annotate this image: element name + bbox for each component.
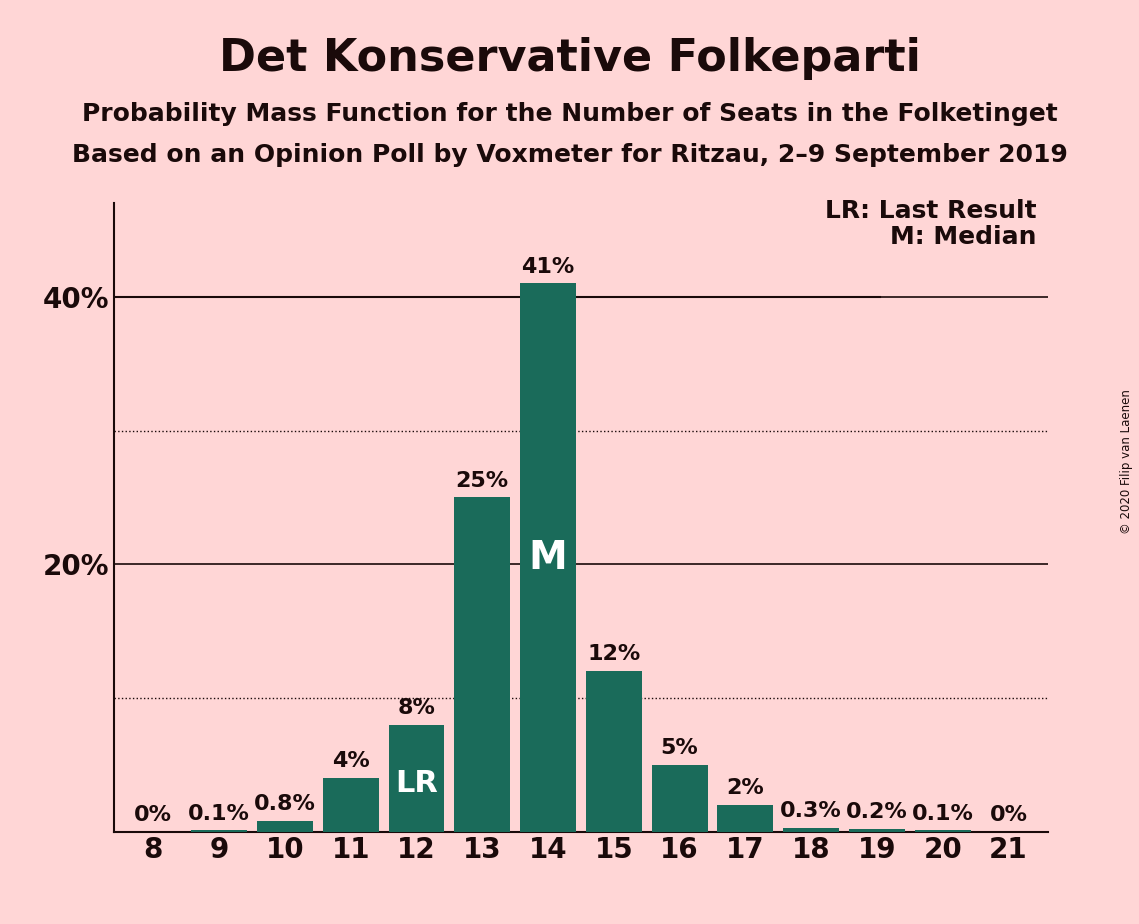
- Bar: [652, 765, 707, 832]
- Bar: [849, 829, 904, 832]
- Text: Det Konservative Folkeparti: Det Konservative Folkeparti: [219, 37, 920, 80]
- Bar: [718, 805, 773, 832]
- Text: Based on an Opinion Poll by Voxmeter for Ritzau, 2–9 September 2019: Based on an Opinion Poll by Voxmeter for…: [72, 143, 1067, 167]
- Text: 0.1%: 0.1%: [188, 804, 251, 823]
- Text: 2%: 2%: [727, 778, 764, 798]
- Text: M: M: [528, 539, 567, 577]
- Bar: [257, 821, 313, 832]
- Bar: [322, 778, 378, 832]
- Text: 0.8%: 0.8%: [254, 795, 316, 814]
- Bar: [454, 497, 510, 832]
- Text: 25%: 25%: [456, 470, 509, 491]
- Text: 0%: 0%: [134, 805, 172, 825]
- Text: 4%: 4%: [331, 751, 369, 772]
- Text: M: Median: M: Median: [890, 225, 1036, 249]
- Bar: [915, 831, 970, 832]
- Bar: [191, 831, 247, 832]
- Bar: [521, 284, 576, 832]
- Text: LR: LR: [395, 769, 437, 798]
- Bar: [388, 724, 444, 832]
- Text: 5%: 5%: [661, 738, 698, 758]
- Text: 0.2%: 0.2%: [846, 802, 908, 822]
- Text: 0.1%: 0.1%: [911, 804, 974, 823]
- Text: 12%: 12%: [587, 645, 640, 664]
- Text: 41%: 41%: [522, 257, 575, 277]
- Text: Probability Mass Function for the Number of Seats in the Folketinget: Probability Mass Function for the Number…: [82, 102, 1057, 126]
- Bar: [784, 828, 839, 832]
- Text: 8%: 8%: [398, 698, 435, 718]
- Text: © 2020 Filip van Laenen: © 2020 Filip van Laenen: [1121, 390, 1133, 534]
- Bar: [585, 671, 641, 832]
- Text: LR: Last Result: LR: Last Result: [825, 199, 1036, 223]
- Text: 0.3%: 0.3%: [780, 801, 842, 821]
- Text: 0%: 0%: [990, 805, 1027, 825]
